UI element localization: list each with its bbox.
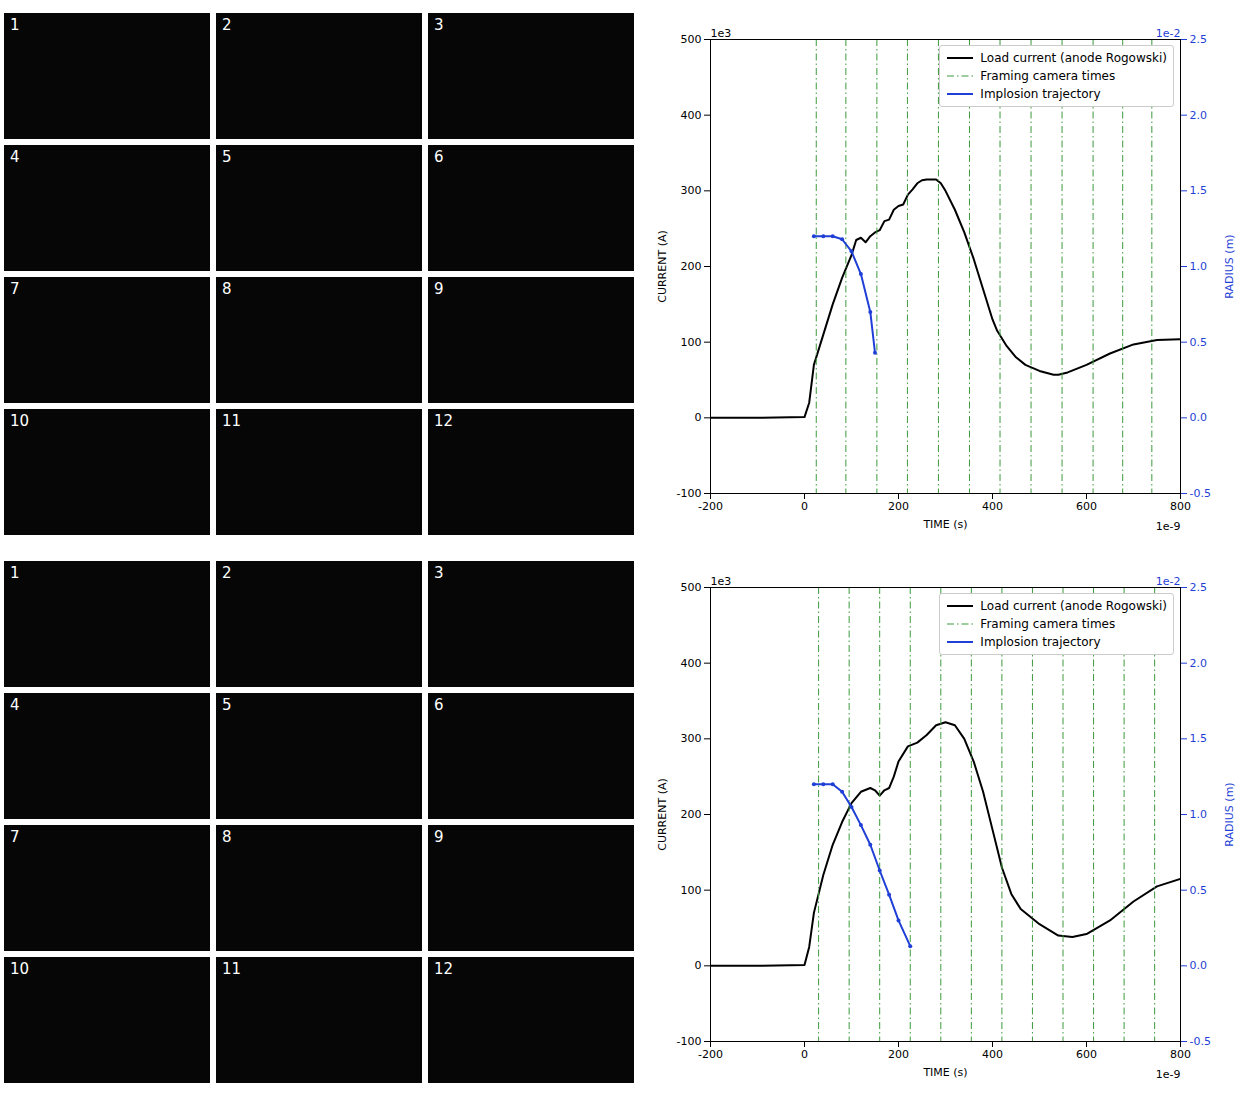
svg-text:400: 400 <box>681 109 702 122</box>
svg-text:200: 200 <box>681 260 702 273</box>
svg-text:CURRENT (A): CURRENT (A) <box>656 230 669 303</box>
html-text:8: 8 <box>222 828 232 846</box>
svg-text:0: 0 <box>695 411 702 424</box>
html-text:7: 7 <box>10 828 20 846</box>
html-text:4: 4 <box>10 696 20 714</box>
svg-text:2.5: 2.5 <box>1190 33 1208 46</box>
html-text:Implosion trajectory: Implosion trajectory <box>980 87 1101 101</box>
svg-text:TIME (s): TIME (s) <box>922 1066 967 1079</box>
svg-text:100: 100 <box>681 336 702 349</box>
svg-text:TIME (s): TIME (s) <box>922 518 967 531</box>
html-text:5: 5 <box>222 696 232 714</box>
svg-text:2.5: 2.5 <box>1190 581 1208 594</box>
svg-text:-0.5: -0.5 <box>1190 487 1211 500</box>
svg-text:RADIUS (m): RADIUS (m) <box>1223 234 1236 298</box>
svg-text:0: 0 <box>801 1048 808 1061</box>
svg-text:400: 400 <box>982 1048 1003 1061</box>
svg-text:1e3: 1e3 <box>711 27 732 40</box>
svg-text:-0.5: -0.5 <box>1190 1035 1211 1048</box>
html-text:6: 6 <box>434 696 444 714</box>
svg-text:0.0: 0.0 <box>1190 411 1208 424</box>
svg-text:1.5: 1.5 <box>1190 184 1208 197</box>
html-text:5: 5 <box>222 148 232 166</box>
svg-text:-200: -200 <box>698 500 723 513</box>
svg-text:200: 200 <box>888 1048 909 1061</box>
svg-text:0.5: 0.5 <box>1190 336 1208 349</box>
html-text:Implosion trajectory: Implosion trajectory <box>980 635 1101 649</box>
svg-text:0: 0 <box>695 959 702 972</box>
svg-text:400: 400 <box>681 657 702 670</box>
html-text:9: 9 <box>434 828 444 846</box>
html-text:3: 3 <box>434 16 444 34</box>
html-text:11: 11 <box>222 960 242 978</box>
svg-text:RADIUS (m): RADIUS (m) <box>1223 782 1236 846</box>
html-text:4: 4 <box>10 148 20 166</box>
svg-text:1.0: 1.0 <box>1190 260 1208 273</box>
html-text:10: 10 <box>10 960 30 978</box>
html-text:8: 8 <box>222 280 232 298</box>
svg-text:-100: -100 <box>677 487 702 500</box>
svg-text:0.5: 0.5 <box>1190 884 1208 897</box>
svg-text:300: 300 <box>681 184 702 197</box>
svg-text:1.0: 1.0 <box>1190 808 1208 821</box>
html-text:10: 10 <box>10 412 30 430</box>
svg-text:200: 200 <box>888 500 909 513</box>
svg-text:600: 600 <box>1076 1048 1097 1061</box>
svg-text:2.0: 2.0 <box>1190 657 1208 670</box>
html-text:7: 7 <box>10 280 20 298</box>
html-text:Framing camera times: Framing camera times <box>980 69 1116 83</box>
svg-text:600: 600 <box>1076 500 1097 513</box>
svg-text:1e-9: 1e-9 <box>1156 520 1181 533</box>
html-text:Load current (anode Rogowski): Load current (anode Rogowski) <box>980 51 1167 65</box>
html-text:3: 3 <box>434 564 444 582</box>
svg-text:0.0: 0.0 <box>1190 959 1208 972</box>
html-text:12: 12 <box>434 960 454 978</box>
svg-text:1.5: 1.5 <box>1190 732 1208 745</box>
svg-text:0: 0 <box>801 500 808 513</box>
svg-text:-100: -100 <box>677 1035 702 1048</box>
svg-text:400: 400 <box>982 500 1003 513</box>
svg-text:1e-2: 1e-2 <box>1156 575 1181 588</box>
html-text:1: 1 <box>10 564 20 582</box>
svg-text:2.0: 2.0 <box>1190 109 1208 122</box>
html-text:11: 11 <box>222 412 242 430</box>
svg-text:CURRENT (A): CURRENT (A) <box>656 778 669 851</box>
svg-text:1e3: 1e3 <box>711 575 732 588</box>
svg-text:800: 800 <box>1170 500 1191 513</box>
svg-text:500: 500 <box>681 33 702 46</box>
svg-text:500: 500 <box>681 581 702 594</box>
html-text:6: 6 <box>434 148 444 166</box>
html-text:1: 1 <box>10 16 20 34</box>
html-text:Framing camera times: Framing camera times <box>980 617 1116 631</box>
svg-text:1e-9: 1e-9 <box>1156 1068 1181 1081</box>
svg-text:800: 800 <box>1170 1048 1191 1061</box>
html-text:2: 2 <box>222 16 232 34</box>
svg-text:100: 100 <box>681 884 702 897</box>
html-text:2: 2 <box>222 564 232 582</box>
html-text:Load current (anode Rogowski): Load current (anode Rogowski) <box>980 599 1167 613</box>
html-text:12: 12 <box>434 412 454 430</box>
svg-text:300: 300 <box>681 732 702 745</box>
svg-text:-200: -200 <box>698 1048 723 1061</box>
svg-text:200: 200 <box>681 808 702 821</box>
html-text:9: 9 <box>434 280 444 298</box>
svg-text:1e-2: 1e-2 <box>1156 27 1181 40</box>
